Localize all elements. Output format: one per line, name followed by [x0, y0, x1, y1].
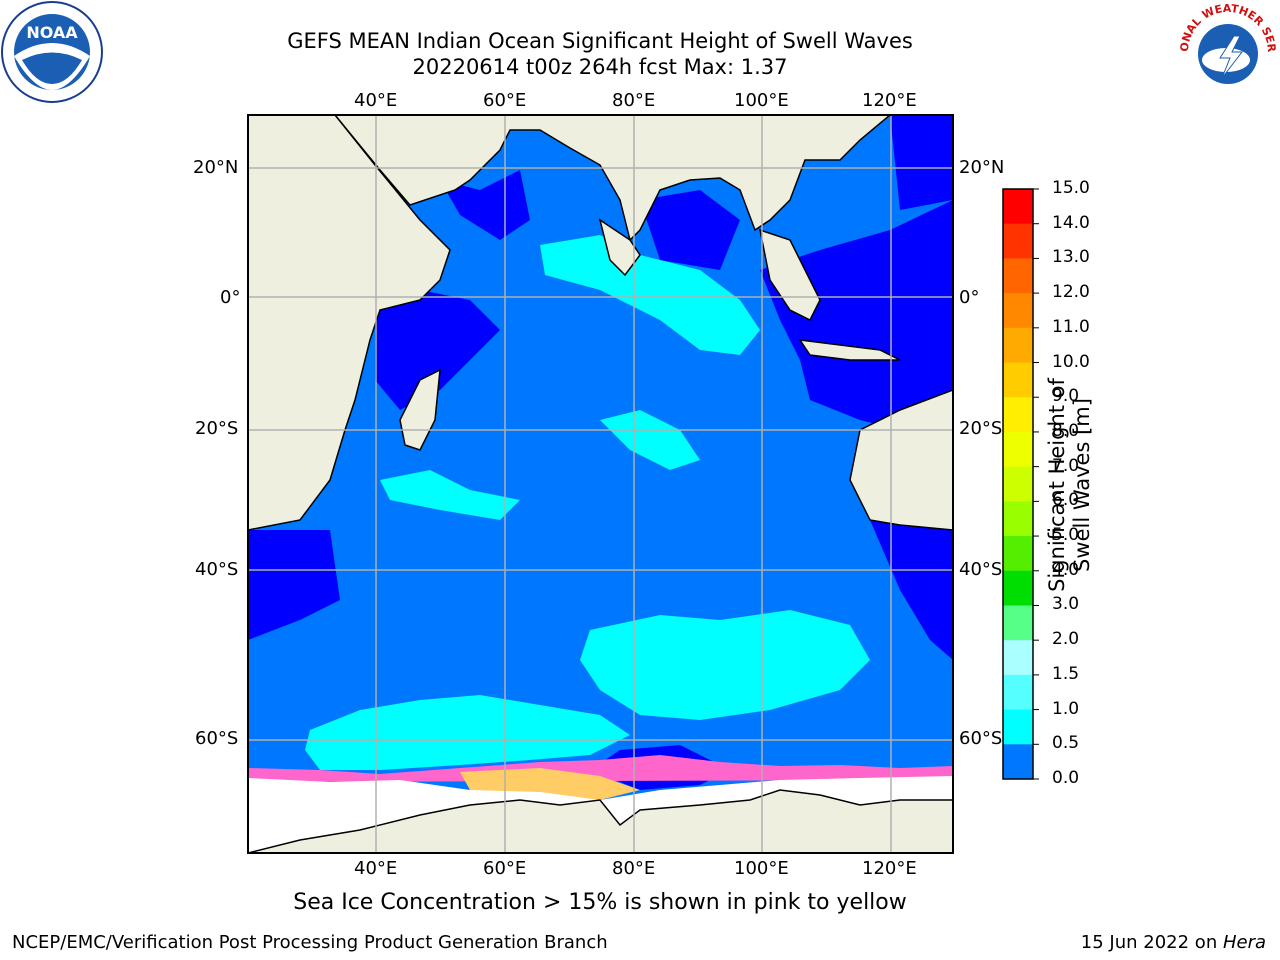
colorbar-segment: [1003, 293, 1033, 329]
lat-label-right-20n: 20°N: [959, 157, 1005, 178]
colorbar-segment: [1003, 605, 1033, 641]
lat-label-left-0: 0°: [220, 287, 241, 308]
colorbar-tick-label: 5.0: [1052, 525, 1080, 546]
lon-label-bottom-100e: 100°E: [734, 858, 789, 879]
colorbar-tick-label: 10.0: [1052, 351, 1090, 372]
colorbar-segment: [1003, 570, 1033, 606]
colorbar-segment: [1003, 709, 1033, 745]
colorbar-segment: [1003, 674, 1033, 711]
lon-label-top-40e: 40°E: [354, 90, 398, 111]
colorbar-tick-label: 2.0: [1052, 629, 1080, 650]
colorbar-segment: [1003, 744, 1033, 780]
credit-text: NCEP/EMC/Verification Post Processing Pr…: [12, 932, 608, 953]
colorbar-tick-label: 0.0: [1052, 768, 1080, 788]
colorbar-segment: [1003, 362, 1033, 398]
colorbar-tick-label: 1.0: [1052, 698, 1080, 719]
colorbar-tick-label: 6.0: [1052, 490, 1080, 511]
lat-label-right-0: 0°: [959, 287, 980, 308]
colorbar-segment: [1003, 189, 1033, 225]
gridlines: [248, 115, 953, 853]
higher-swell-regions: [305, 235, 870, 770]
colorbar-segment: [1003, 501, 1033, 537]
lat-label-right-60s: 60°S: [959, 728, 1003, 749]
colorbar: [1002, 188, 1039, 780]
colorbar-tick-label: 14.0: [1052, 212, 1090, 233]
colorbar-segment: [1003, 258, 1033, 294]
colorbar-segment: [1003, 223, 1033, 259]
sea-ice-band: [248, 755, 953, 782]
date-host: Hera: [1222, 932, 1266, 953]
low-swell-regions: [248, 115, 953, 790]
noaa-logo: NOAA: [1, 1, 103, 103]
colorbar-segment: [1003, 431, 1033, 468]
noaa-logo-text: NOAA: [26, 23, 78, 42]
colorbar-tick-label: 4.0: [1052, 559, 1080, 580]
lon-label-bottom-60e: 60°E: [483, 858, 527, 879]
colorbar-tick-label: 13.0: [1052, 247, 1090, 268]
lon-label-top-100e: 100°E: [734, 90, 789, 111]
colorbar-tick-label: 3.0: [1052, 594, 1080, 615]
colorbar-tick-label: 8.0: [1052, 420, 1080, 441]
lat-label-left-40s: 40°S: [195, 559, 239, 580]
lon-label-bottom-80e: 80°E: [612, 858, 656, 879]
map-frame: [247, 114, 954, 854]
lon-label-top-60e: 60°E: [483, 90, 527, 111]
nws-logo: NATIONAL WEATHER SERVICE: [1176, 0, 1278, 98]
lat-label-left-60s: 60°S: [195, 728, 239, 749]
lon-label-top-80e: 80°E: [612, 90, 656, 111]
colorbar-frame: [1002, 188, 1034, 780]
plot-title-line1: GEFS MEAN Indian Ocean Significant Heigh…: [287, 29, 913, 53]
colorbar-tick-label: 1.5: [1052, 663, 1080, 684]
sea-ice-note: Sea Ice Concentration > 15% is shown in …: [293, 890, 907, 915]
colorbar-segment: [1003, 327, 1033, 364]
lon-label-bottom-40e: 40°E: [354, 858, 398, 879]
colorbar-segment: [1003, 640, 1033, 676]
land-masses: [248, 115, 953, 853]
lat-label-right-20s: 20°S: [959, 418, 1003, 439]
colorbar-segment: [1003, 536, 1033, 572]
colorbar-tick-label: 15.0: [1052, 178, 1090, 198]
lon-label-bottom-120e: 120°E: [862, 858, 917, 879]
lat-label-left-20n: 20°N: [193, 157, 239, 178]
colorbar-tick-label: 9.0: [1052, 386, 1080, 407]
lat-label-left-20s: 20°S: [195, 418, 239, 439]
lat-label-right-40s: 40°S: [959, 559, 1003, 580]
date-prefix: 15 Jun 2022 on: [1080, 932, 1223, 953]
colorbar-title: Significant Height of Swell Waves [m]: [1045, 378, 1094, 592]
plot-title-line2: 20220614 t00z 264h fcst Max: 1.37: [412, 55, 788, 79]
colorbar-tick-label: 0.5: [1052, 733, 1080, 754]
lon-label-top-120e: 120°E: [862, 90, 917, 111]
colorbar-segment: [1003, 466, 1033, 502]
colorbar-segment: [1003, 397, 1033, 433]
colorbar-tick-label: 11.0: [1052, 316, 1090, 337]
date-text: 15 Jun 2022 on Hera: [1081, 932, 1266, 953]
colorbar-tick-label: 7.0: [1052, 455, 1080, 476]
colorbar-tick-label: 12.0: [1052, 282, 1090, 303]
